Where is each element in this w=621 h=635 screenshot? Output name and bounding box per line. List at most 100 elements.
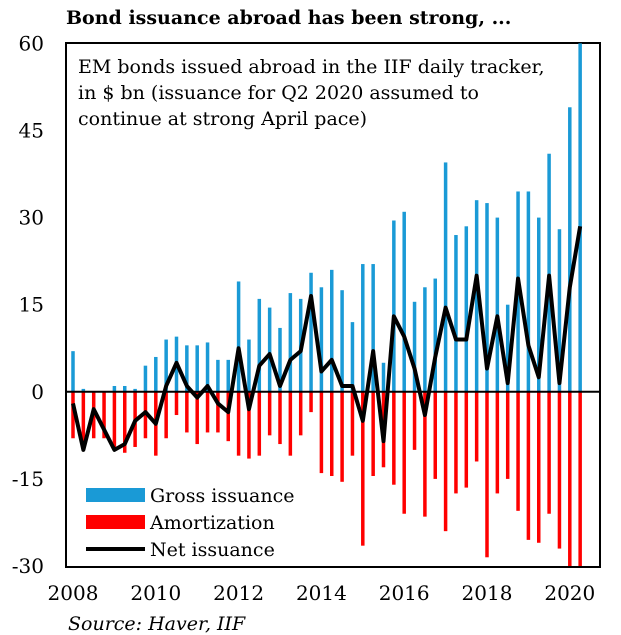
source-note: Source: Haver, IIF xyxy=(68,613,246,635)
amortization-bar xyxy=(257,391,262,456)
amortization-bar xyxy=(516,391,520,511)
legend-swatch-amort xyxy=(86,515,145,529)
gross-issuance-bar xyxy=(164,339,168,392)
gross-issuance-bar xyxy=(257,298,262,392)
amortization-bar xyxy=(247,391,251,459)
gross-issuance-bar xyxy=(133,388,137,392)
gross-issuance-bar xyxy=(474,200,479,392)
gross-issuance-bar xyxy=(123,385,127,392)
gross-issuance-bar xyxy=(309,272,313,392)
gross-issuance-bar xyxy=(81,388,86,392)
x-tick-label: 2016 xyxy=(379,581,430,605)
amortization-bar xyxy=(578,391,582,566)
annotation-line: continue at strong April pace) xyxy=(78,108,367,130)
amortization-bar xyxy=(267,391,272,436)
x-tick-label: 2008 xyxy=(48,581,99,605)
gross-issuance-bar xyxy=(340,290,344,392)
gross-issuance-bar xyxy=(423,287,427,392)
gross-issuance-bar xyxy=(505,304,510,392)
y-tick-label: 60 xyxy=(19,31,44,55)
gross-issuance-bar xyxy=(464,226,469,392)
amortization-bar xyxy=(371,391,375,476)
amortization-bar xyxy=(526,391,531,540)
x-tick-label: 2018 xyxy=(462,581,513,605)
amortization-bar xyxy=(505,391,510,479)
amortization-bar xyxy=(205,391,210,433)
amortization-bar xyxy=(236,391,241,456)
amortization-bar xyxy=(102,391,106,439)
gross-issuance-bar xyxy=(381,362,386,392)
gross-issuance-bar xyxy=(154,356,158,392)
gross-issuance-bar xyxy=(112,385,117,392)
amortization-bar xyxy=(319,391,324,474)
amortization-bar xyxy=(423,391,427,517)
amortization-bar xyxy=(464,391,469,488)
gross-issuance-bar xyxy=(226,359,230,392)
amortization-bar xyxy=(392,391,396,485)
amortization-bar xyxy=(226,391,230,442)
x-tick-label: 2014 xyxy=(296,581,347,605)
amortization-bar xyxy=(443,391,448,532)
y-tick-label: 15 xyxy=(19,293,44,317)
gross-issuance-bar xyxy=(568,107,572,392)
gross-issuance-bar xyxy=(247,339,251,392)
amortization-bar xyxy=(537,391,541,543)
legend-label-net: Net issuance xyxy=(150,539,275,561)
amortization-bar xyxy=(174,391,179,416)
gross-issuance-bar xyxy=(185,345,189,392)
legend-label-gross: Gross issuance xyxy=(150,485,295,507)
x-tick-label: 2012 xyxy=(213,581,264,605)
gross-issuance-bar xyxy=(278,327,282,392)
legend-label-amort: Amortization xyxy=(149,512,275,534)
amortization-bar xyxy=(71,391,75,439)
y-tick-label: 45 xyxy=(19,119,44,143)
gross-issuance-bar xyxy=(71,351,75,392)
amortization-bar xyxy=(350,391,355,456)
amortization-bar xyxy=(340,391,344,482)
gross-issuance-bar xyxy=(412,301,417,392)
annotation-line: in $ bn (issuance for Q2 2020 assumed to xyxy=(78,82,479,104)
amortization-bar xyxy=(298,391,303,436)
gross-issuance-bar xyxy=(526,191,531,392)
gross-issuance-bar xyxy=(330,269,334,392)
net-issuance-line xyxy=(71,225,583,452)
amortization-bar xyxy=(361,391,365,546)
gross-issuance-bar xyxy=(371,264,375,392)
plot-frame xyxy=(65,42,601,568)
amortization-bar xyxy=(330,391,334,476)
gross-issuance-bar xyxy=(319,287,324,392)
gross-issuance-bar xyxy=(443,162,448,392)
amortization-bar xyxy=(164,391,168,439)
x-tick-label: 2020 xyxy=(544,581,595,605)
amortization-bar xyxy=(485,391,489,558)
amortization-bar xyxy=(278,391,282,445)
gross-issuance-bar xyxy=(216,359,220,392)
amortization-bar xyxy=(185,391,189,433)
gross-issuance-bar xyxy=(454,235,458,392)
amortization-bar xyxy=(123,391,127,453)
gross-issuance-bar xyxy=(495,217,500,392)
amortization-bar xyxy=(112,391,117,447)
y-tick-label: 30 xyxy=(19,206,44,230)
annotation-line: EM bonds issued abroad in the IIF daily … xyxy=(78,56,545,78)
gross-issuance-bar xyxy=(557,229,562,392)
amortization-bar xyxy=(216,391,220,433)
amortization-bar xyxy=(195,391,199,445)
gross-issuance-bar xyxy=(288,293,293,392)
gross-issuance-bar xyxy=(361,264,365,392)
amortization-bar xyxy=(288,391,293,456)
amortization-bar xyxy=(557,391,562,549)
gross-issuance-bar xyxy=(433,278,437,392)
amortization-bar xyxy=(454,391,458,494)
gross-issuance-bar xyxy=(402,211,406,392)
amortization-bar xyxy=(568,391,572,566)
amortization-bar xyxy=(474,391,479,462)
legend-swatch-gross xyxy=(86,488,145,502)
gross-issuance-bar xyxy=(547,153,551,392)
amortization-bar xyxy=(81,391,86,450)
legend: Gross issuance Amortization Net issuance xyxy=(86,485,295,561)
y-tick-label: -30 xyxy=(12,554,44,578)
gross-issuance-bar xyxy=(267,307,272,392)
x-tick-label: 2010 xyxy=(130,581,181,605)
